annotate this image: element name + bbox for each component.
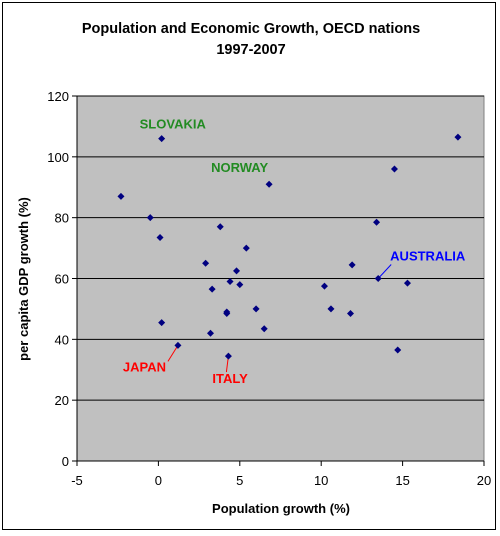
data-point bbox=[265, 180, 273, 188]
data-point bbox=[320, 282, 328, 290]
annotation-label-australia: AUSTRALIA bbox=[390, 249, 466, 264]
y-tick-label: 20 bbox=[55, 393, 69, 408]
data-point bbox=[156, 233, 164, 241]
y-tick-label: 80 bbox=[55, 211, 69, 226]
chart-title-line-2: 1997-2007 bbox=[216, 42, 285, 58]
y-tick-label: 60 bbox=[55, 272, 69, 287]
x-tick-label: 15 bbox=[395, 473, 409, 488]
x-axis-title: Population growth (%) bbox=[212, 501, 350, 516]
data-point bbox=[390, 165, 398, 173]
data-point bbox=[158, 135, 166, 143]
data-point bbox=[394, 346, 402, 354]
data-point bbox=[374, 275, 382, 282]
data-point bbox=[174, 341, 182, 349]
annotation-label-norway: NORWAY bbox=[211, 160, 268, 175]
y-tick-label: 40 bbox=[55, 332, 69, 347]
annotation-leader-line bbox=[377, 264, 392, 279]
data-point bbox=[327, 305, 335, 313]
data-point bbox=[403, 279, 411, 287]
chart-frame: Population and Economic Growth, OECD nat… bbox=[2, 2, 496, 530]
annotation-label-japan: JAPAN bbox=[123, 359, 166, 374]
x-tick-label: 0 bbox=[155, 473, 162, 488]
data-point bbox=[224, 352, 232, 360]
annotation-label-italy: ITALY bbox=[212, 371, 248, 386]
x-tick-label: 5 bbox=[236, 473, 243, 488]
data-point bbox=[223, 308, 231, 316]
chart-title-line-1: Population and Economic Growth, OECD nat… bbox=[82, 21, 420, 37]
data-point bbox=[252, 305, 260, 313]
x-tick-label: -5 bbox=[71, 473, 83, 488]
data-point bbox=[158, 319, 166, 327]
data-point bbox=[202, 259, 210, 267]
data-point bbox=[242, 244, 250, 252]
data-point bbox=[347, 309, 355, 317]
x-tick-label: 10 bbox=[314, 473, 328, 488]
data-point bbox=[117, 192, 125, 200]
y-tick-label: 120 bbox=[47, 89, 69, 104]
data-point bbox=[226, 278, 234, 286]
annotation-leader-line bbox=[167, 345, 179, 362]
data-point bbox=[260, 325, 268, 333]
data-point bbox=[146, 214, 154, 222]
data-point bbox=[236, 281, 244, 289]
scatter-chart: Population and Economic Growth, OECD nat… bbox=[16, 21, 491, 516]
data-point bbox=[208, 285, 216, 293]
annotation-label-slovakia: SLOVAKIA bbox=[140, 117, 207, 132]
data-point bbox=[454, 133, 462, 141]
data-point bbox=[216, 223, 224, 231]
data-point bbox=[373, 218, 381, 226]
y-tick-label: 0 bbox=[62, 454, 69, 469]
data-point bbox=[206, 329, 214, 337]
data-point bbox=[348, 261, 356, 269]
y-axis-title: per capita GDP growth (%) bbox=[16, 197, 31, 361]
data-point bbox=[233, 267, 241, 275]
y-tick-label: 100 bbox=[47, 150, 69, 165]
x-tick-label: 20 bbox=[477, 473, 491, 488]
